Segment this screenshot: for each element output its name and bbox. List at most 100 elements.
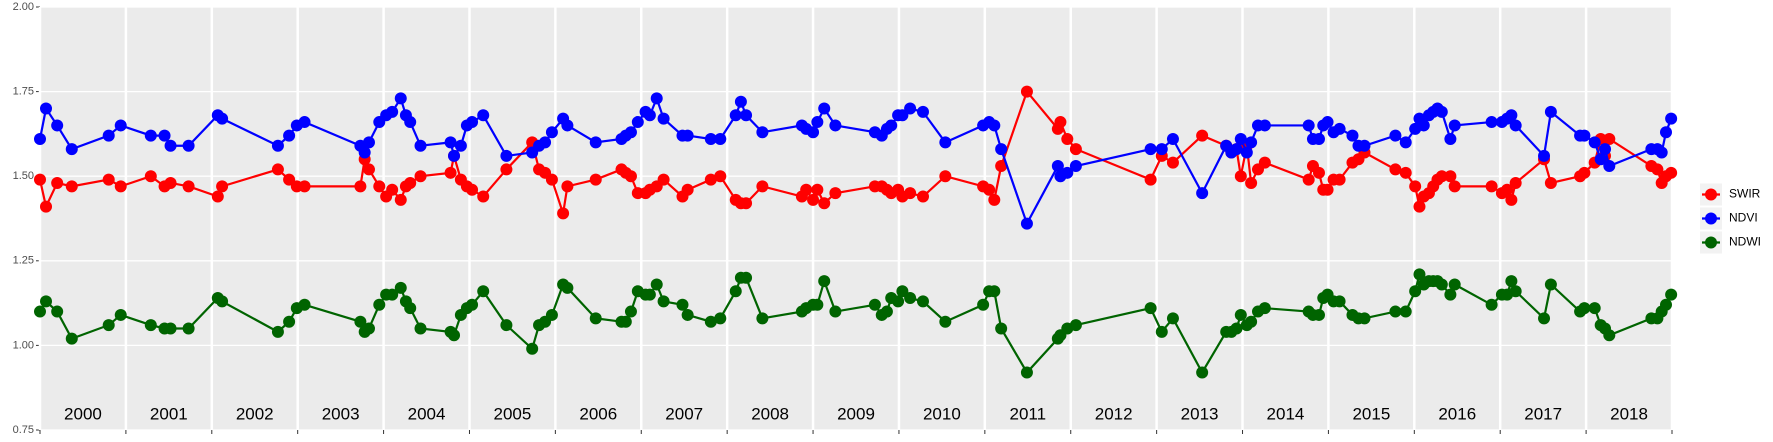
point (1448, 180, 1461, 193)
point (1665, 112, 1678, 125)
point (51, 119, 64, 132)
point (977, 298, 990, 311)
point (1155, 325, 1168, 338)
point (916, 105, 929, 118)
point (740, 109, 753, 122)
point (298, 116, 311, 129)
point (995, 160, 1008, 173)
point (1258, 156, 1271, 169)
point (40, 200, 53, 213)
point (756, 126, 769, 139)
point (1144, 173, 1157, 186)
point (650, 92, 663, 105)
point (1069, 160, 1082, 173)
point (271, 325, 284, 338)
point (34, 173, 46, 186)
point (216, 180, 229, 193)
point (624, 126, 637, 139)
point (211, 190, 224, 203)
point (704, 132, 717, 145)
point (466, 116, 479, 129)
point (1302, 119, 1315, 132)
legend-dot (1705, 212, 1717, 225)
point (1196, 187, 1209, 200)
legend-label: NDWI (1729, 235, 1761, 249)
point (939, 136, 952, 149)
point (818, 102, 831, 115)
point (740, 197, 753, 210)
point (681, 129, 694, 142)
point (65, 180, 78, 193)
point (114, 119, 127, 132)
point (51, 176, 64, 189)
point (34, 132, 46, 145)
year-label: 2016 (1438, 404, 1476, 423)
point (394, 193, 407, 206)
point (500, 149, 513, 162)
point (1544, 278, 1557, 291)
point (477, 285, 490, 298)
point (1321, 116, 1334, 129)
point (1166, 132, 1179, 145)
point (358, 146, 371, 159)
point (1358, 139, 1371, 152)
point (414, 170, 427, 183)
point (271, 163, 284, 176)
point (1389, 305, 1402, 318)
point (988, 285, 1001, 298)
point (829, 119, 842, 132)
point (631, 116, 644, 129)
point (1155, 143, 1168, 156)
point (1448, 278, 1461, 291)
point (1578, 302, 1591, 315)
point (1485, 298, 1498, 311)
point (1651, 163, 1664, 176)
point (1230, 322, 1243, 335)
point (271, 139, 284, 152)
point (65, 143, 78, 156)
point (916, 295, 929, 308)
point (1501, 183, 1514, 196)
point (1435, 105, 1448, 118)
year-label: 2006 (579, 404, 617, 423)
year-label: 2005 (494, 404, 532, 423)
point (283, 129, 296, 142)
point (1245, 136, 1258, 149)
point (1302, 173, 1315, 186)
point (1665, 166, 1678, 179)
point (114, 180, 127, 193)
point (1399, 166, 1412, 179)
point (1505, 275, 1518, 288)
point (904, 102, 917, 115)
point (1444, 132, 1457, 145)
point (1020, 366, 1033, 379)
point (182, 322, 195, 335)
point (619, 315, 632, 328)
point (714, 312, 727, 325)
point (1603, 160, 1616, 173)
year-label: 2000 (64, 404, 102, 423)
y-tick-label: 1.50 (13, 170, 34, 182)
point (1578, 129, 1591, 142)
point (1258, 119, 1271, 132)
point (1240, 146, 1253, 159)
y-tick-label: 0.75 (13, 424, 34, 436)
point (561, 180, 574, 193)
point (354, 180, 367, 193)
point (386, 288, 399, 301)
point (144, 319, 157, 332)
point (740, 271, 753, 284)
point (800, 183, 813, 196)
point (1594, 153, 1607, 166)
point (51, 305, 64, 318)
point (1333, 173, 1346, 186)
point (1234, 132, 1247, 145)
point (1544, 176, 1557, 189)
point (657, 295, 670, 308)
point (1358, 312, 1371, 325)
point (729, 285, 742, 298)
point (1399, 305, 1412, 318)
year-label: 2009 (837, 404, 875, 423)
point (1230, 143, 1243, 156)
point (362, 136, 375, 149)
